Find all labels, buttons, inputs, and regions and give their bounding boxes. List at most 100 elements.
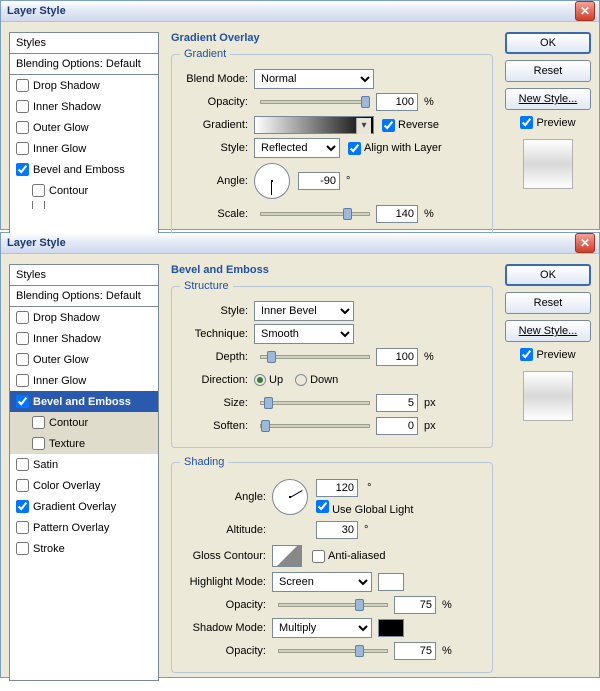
style-item[interactable]: Texture [10,433,158,454]
angle-input[interactable] [298,172,340,190]
style-item[interactable]: Drop Shadow [10,307,158,328]
new-style-button[interactable]: New Style... [505,320,591,342]
style-item[interactable]: Bevel and Emboss [10,391,158,412]
style-item[interactable]: Inner Shadow [10,328,158,349]
style-item[interactable] [10,201,158,209]
style-checkbox[interactable] [16,121,29,134]
direction-up-radio[interactable] [254,374,266,386]
gradient-group: Gradient Blend Mode: Normal Opacity: % G… [171,48,493,236]
style-checkbox[interactable] [16,142,29,155]
ok-button[interactable]: OK [505,32,591,54]
gloss-contour-picker[interactable] [272,545,302,567]
shade-angle-input[interactable] [316,479,358,497]
s-opacity-slider[interactable] [278,649,388,653]
h-opacity-unit: % [442,599,452,611]
preview-checkbox[interactable] [520,116,533,129]
style-item[interactable]: Inner Shadow [10,96,158,117]
styles-header[interactable]: Styles [10,265,158,286]
style-item[interactable]: Outer Glow [10,117,158,138]
style-item[interactable]: Gradient Overlay [10,496,158,517]
highlight-color-swatch[interactable] [378,573,404,591]
s-opacity-input[interactable] [394,642,436,660]
bevel-style-select[interactable]: Inner Bevel [254,301,354,321]
style-checkbox[interactable] [16,521,29,534]
ok-button[interactable]: OK [505,264,591,286]
scale-input[interactable] [376,205,418,223]
close-icon[interactable]: ✕ [575,1,595,21]
technique-select[interactable]: Smooth [254,324,354,344]
style-item[interactable]: Color Overlay [10,475,158,496]
align-checkbox[interactable] [348,142,361,155]
gradient-picker[interactable] [254,116,374,134]
styles-header[interactable]: Styles [10,33,158,54]
depth-slider[interactable] [260,355,370,359]
style-checkbox[interactable] [32,184,45,197]
angle-label: Angle: [180,175,248,187]
soften-slider[interactable] [260,424,370,428]
style-item[interactable]: Outer Glow [10,349,158,370]
blending-options[interactable]: Blending Options: Default [10,54,158,75]
global-light-checkbox[interactable] [316,500,329,513]
style-item[interactable]: Contour [10,180,158,201]
preview-label: Preview [536,117,575,129]
depth-input[interactable] [376,348,418,366]
style-item-label: Gradient Overlay [33,501,116,513]
style-checkbox[interactable] [16,100,29,113]
style-label: Style: [180,142,248,154]
style-checkbox[interactable] [16,479,29,492]
window-title: Layer Style [7,5,66,17]
style-checkbox[interactable] [32,437,45,450]
style-item-label: Stroke [33,543,65,555]
reset-button[interactable]: Reset [505,292,591,314]
opacity-input[interactable] [376,93,418,111]
style-checkbox[interactable] [16,395,29,408]
h-opacity-slider[interactable] [278,603,388,607]
scale-unit: % [424,208,434,220]
close-icon[interactable]: ✕ [575,233,595,253]
style-checkbox[interactable] [16,353,29,366]
antialiased-checkbox[interactable] [312,550,325,563]
style-item[interactable]: Pattern Overlay [10,517,158,538]
style-checkbox[interactable] [16,79,29,92]
style-checkbox[interactable] [16,374,29,387]
preview-checkbox[interactable] [520,348,533,361]
group-legend: Gradient [180,48,230,60]
style-checkbox[interactable] [16,542,29,555]
highlight-mode-select[interactable]: Screen [272,572,372,592]
style-item-label: Drop Shadow [33,312,100,324]
style-item[interactable]: Bevel and Emboss [10,159,158,180]
direction-down-radio[interactable] [295,374,307,386]
reset-button[interactable]: Reset [505,60,591,82]
opacity-slider[interactable] [260,100,370,104]
new-style-button[interactable]: New Style... [505,88,591,110]
reverse-checkbox[interactable] [382,119,395,132]
style-checkbox[interactable] [16,311,29,324]
style-checkbox[interactable] [32,416,45,429]
style-item[interactable]: Inner Glow [10,138,158,159]
layer-style-dialog-bottom: Layer Style ✕ Styles Blending Options: D… [0,232,600,678]
style-checkbox[interactable] [32,201,45,209]
style-checkbox[interactable] [16,332,29,345]
blending-options[interactable]: Blending Options: Default [10,286,158,307]
blend-mode-select[interactable]: Normal [254,69,374,89]
scale-slider[interactable] [260,212,370,216]
style-item[interactable]: Contour [10,412,158,433]
altitude-input[interactable] [316,521,358,539]
style-checkbox[interactable] [16,500,29,513]
soften-input[interactable] [376,417,418,435]
angle-dial[interactable] [254,163,290,199]
style-item[interactable]: Stroke [10,538,158,559]
style-checkbox[interactable] [16,163,29,176]
style-item[interactable]: Satin [10,454,158,475]
shadow-color-swatch[interactable] [378,619,404,637]
h-opacity-input[interactable] [394,596,436,614]
bevel-style-label: Style: [180,305,248,317]
size-input[interactable] [376,394,418,412]
style-checkbox[interactable] [16,458,29,471]
shadow-mode-select[interactable]: Multiply [272,618,372,638]
gradient-style-select[interactable]: Reflected [254,138,340,158]
style-item[interactable]: Inner Glow [10,370,158,391]
style-item[interactable]: Drop Shadow [10,75,158,96]
size-slider[interactable] [260,401,370,405]
shade-angle-dial[interactable] [272,479,308,515]
